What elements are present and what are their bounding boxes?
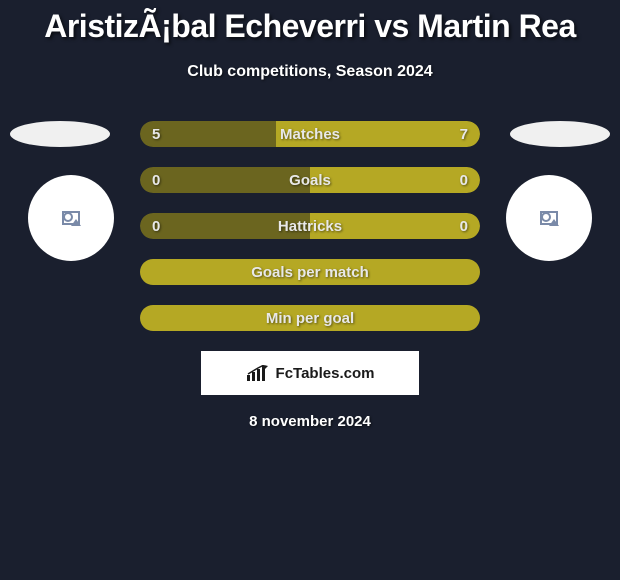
stat-bar: Min per goal — [140, 305, 480, 331]
chart-icon — [246, 365, 270, 381]
comparison-content: Matches 5 7 Goals 0 0 Hattricks 0 0 Goals per mat… — [0, 121, 620, 331]
stat-bar: Matches 5 7 — [140, 121, 480, 147]
stat-label: Min per goal — [266, 310, 354, 327]
avatar-placeholder-icon — [540, 211, 558, 225]
stat-value-right: 7 — [460, 126, 468, 143]
bar-fill-right — [310, 167, 480, 193]
stat-label: Goals — [289, 172, 331, 189]
flag-left — [10, 121, 110, 147]
avatar-right — [506, 175, 592, 261]
stat-bar: Goals per match — [140, 259, 480, 285]
flag-right — [510, 121, 610, 147]
stat-label: Hattricks — [278, 218, 342, 235]
page-title: AristizÃ¡bal Echeverri vs Martin Rea — [0, 0, 620, 45]
brand-text: FcTables.com — [276, 365, 375, 382]
stat-bars: Matches 5 7 Goals 0 0 Hattricks 0 0 Goals per mat… — [140, 121, 480, 331]
avatar-left — [28, 175, 114, 261]
subtitle: Club competitions, Season 2024 — [0, 63, 620, 81]
bar-fill-left — [140, 121, 276, 147]
bar-fill-left — [140, 167, 310, 193]
stat-value-right: 0 — [460, 172, 468, 189]
stat-value-right: 0 — [460, 218, 468, 235]
avatar-placeholder-icon — [62, 211, 80, 225]
stat-value-left: 0 — [152, 218, 160, 235]
stat-value-left: 0 — [152, 172, 160, 189]
stat-label: Matches — [280, 126, 340, 143]
date-label: 8 november 2024 — [0, 413, 620, 430]
stat-bar: Hattricks 0 0 — [140, 213, 480, 239]
brand-badge: FcTables.com — [201, 351, 419, 395]
stat-value-left: 5 — [152, 126, 160, 143]
stat-bar: Goals 0 0 — [140, 167, 480, 193]
stat-label: Goals per match — [251, 264, 369, 281]
